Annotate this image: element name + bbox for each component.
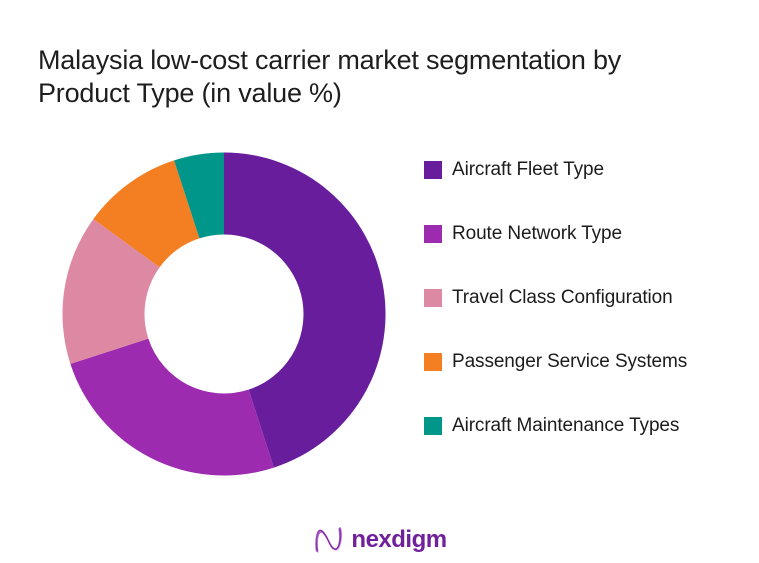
legend-item-travel-class-configuration: Travel Class Configuration (424, 287, 687, 308)
donut-slice-route-network-type (70, 338, 274, 476)
legend-swatch-icon (424, 289, 442, 307)
chart-legend: Aircraft Fleet Type Route Network Type T… (424, 159, 688, 436)
legend-swatch-icon (424, 417, 442, 435)
brand-logo: nexdigm (312, 524, 447, 556)
legend-swatch-icon (424, 161, 442, 179)
donut-chart (62, 152, 386, 476)
chart-title-line-2: Product Type (in value %) (38, 78, 342, 108)
brand-name: nexdigm (351, 526, 447, 553)
donut-chart-svg (62, 152, 386, 476)
legend-swatch-icon (424, 353, 442, 371)
legend-label: Aircraft Maintenance Types (452, 415, 680, 436)
donut-slice-travel-class-configuration (62, 219, 160, 364)
legend-item-passenger-service-systems: Passenger Service Systems (424, 351, 688, 372)
legend-label: Aircraft Fleet Type (452, 159, 604, 180)
donut-slice-aircraft-maintenance-types (174, 152, 224, 239)
donut-slice-passenger-service-systems (93, 160, 200, 268)
legend-item-aircraft-maintenance-types: Aircraft Maintenance Types (424, 415, 687, 436)
donut-slice-aircraft-fleet-type (224, 152, 386, 468)
legend-item-aircraft-fleet-type: Aircraft Fleet Type (424, 159, 687, 180)
legend-label: Travel Class Configuration (452, 287, 673, 308)
legend-label: Route Network Type (452, 223, 622, 244)
legend-label: Passenger Service Systems (452, 351, 688, 372)
chart-title: Malaysia low-cost carrier market segment… (38, 44, 703, 110)
legend-item-route-network-type: Route Network Type (424, 223, 687, 244)
nexdigm-logo-icon (314, 527, 342, 553)
chart-title-line-1: Malaysia low-cost carrier market segment… (38, 45, 622, 75)
legend-swatch-icon (424, 225, 442, 243)
